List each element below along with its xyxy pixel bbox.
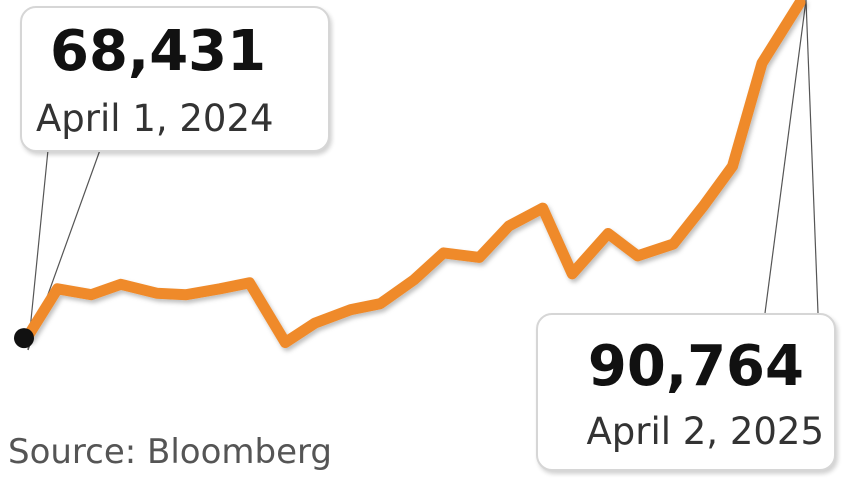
end-value-callout: 90,764 April 2, 2025 — [536, 313, 836, 471]
start-point-marker — [14, 328, 34, 349]
start-leader-line — [27, 149, 49, 351]
source-note: Source: Bloomberg — [8, 432, 332, 472]
end-leader-line — [764, 0, 807, 314]
start-value-callout: 68,431 April 1, 2024 — [20, 6, 330, 152]
end-value: 90,764 — [587, 334, 804, 399]
start-value: 68,431 — [50, 19, 267, 84]
end-date: April 2, 2025 — [586, 410, 824, 453]
start-date: April 1, 2024 — [36, 97, 274, 140]
end-leader-line — [805, 0, 819, 314]
price-series-line — [22, 0, 806, 348]
